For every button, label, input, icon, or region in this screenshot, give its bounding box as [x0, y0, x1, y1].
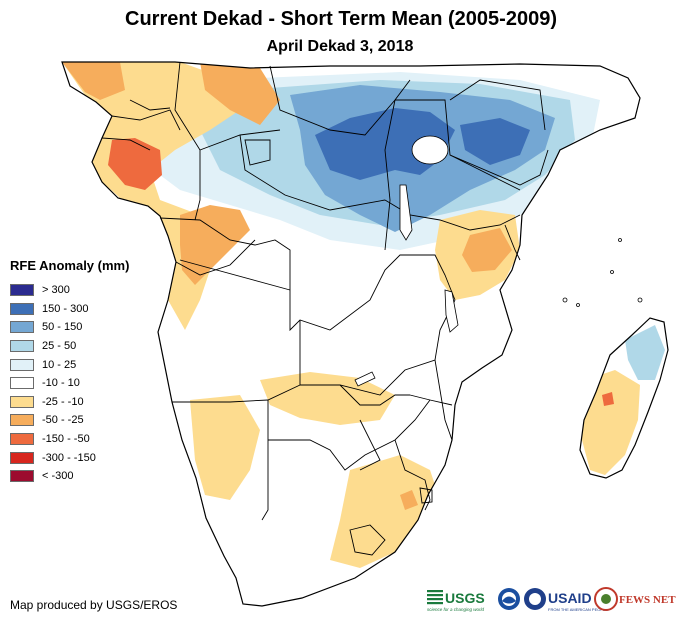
- legend-label: 10 - 25: [42, 358, 77, 371]
- usgs-tagline: science for a changing world: [427, 607, 485, 612]
- legend-swatch: [10, 358, 34, 371]
- legend-swatch: [10, 433, 34, 446]
- anomaly-region-dry-zambia: [260, 372, 395, 425]
- anomaly-region-wet-very-strong-east: [460, 118, 530, 165]
- legend-item: 25 - 50: [10, 337, 129, 356]
- legend-item: 10 - 25: [10, 355, 129, 374]
- islands: [562, 238, 643, 307]
- lake-victoria: [411, 135, 449, 165]
- legend-swatch: [10, 414, 34, 427]
- fewsnet-logo: FEWS NET: [594, 587, 676, 611]
- map-subtitle: April Dekad 3, 2018: [266, 38, 414, 55]
- legend-item: -10 - 10: [10, 374, 129, 393]
- legend-swatch: [10, 451, 34, 464]
- lake-kariba: [354, 371, 376, 387]
- anomaly-region-dry-coast: [108, 138, 162, 190]
- legend-swatch: [10, 284, 34, 297]
- lake-malawi: [444, 289, 459, 333]
- legend-swatch: [10, 302, 34, 315]
- legend: RFE Anomaly (mm) > 300 150 - 300 50 - 15…: [10, 258, 129, 486]
- legend-label: -50 - -25: [42, 414, 84, 427]
- legend-item: 50 - 150: [10, 318, 129, 337]
- legend-item: < -300: [10, 467, 129, 486]
- anomaly-region-dry-lesotho: [400, 490, 418, 510]
- legend-item: 150 - 300: [10, 300, 129, 319]
- usgs-logo-text: USGS: [445, 590, 485, 606]
- legend-swatch: [10, 395, 34, 408]
- legend-label: -150 - -50: [42, 433, 90, 446]
- usaid-logo: USAID FROM THE AMERICAN PEOPLE: [524, 588, 608, 612]
- country-borders: [61, 61, 669, 607]
- legend-item: > 300: [10, 281, 129, 300]
- legend-item: -25 - -10: [10, 393, 129, 412]
- anomaly-region-wet-madagascar: [625, 325, 665, 380]
- anomaly-region-dry-south: [190, 395, 260, 500]
- legend-item: -50 - -25: [10, 411, 129, 430]
- legend-label: 50 - 150: [42, 321, 83, 334]
- noaa-logo: [498, 588, 520, 610]
- anomaly-region-dry-north: [200, 62, 280, 125]
- legend-title: RFE Anomaly (mm): [10, 258, 130, 273]
- anomaly-region-dry-madagascar: [582, 370, 640, 475]
- usgs-logo: USGS science for a changing world: [427, 590, 485, 612]
- legend-label: 25 - 50: [42, 340, 77, 353]
- anomaly-region-dry-madagascar-spot: [602, 392, 614, 406]
- anomaly-region-dry-east-moderate: [462, 228, 512, 272]
- legend-label: > 300: [42, 284, 70, 297]
- usaid-tagline: FROM THE AMERICAN PEOPLE: [548, 607, 608, 612]
- legend-label: -25 - -10: [42, 395, 84, 408]
- legend-swatch: [10, 470, 34, 483]
- legend-label: -10 - 10: [42, 377, 80, 390]
- partner-logos: USGS science for a changing world USAID …: [427, 587, 676, 612]
- map-title: Current Dekad - Short Term Mean (2005-20…: [125, 8, 557, 30]
- legend-item: -300 - -150: [10, 448, 129, 467]
- legend-swatch: [10, 377, 34, 390]
- legend-swatch: [10, 321, 34, 334]
- legend-label: < -300: [42, 470, 74, 483]
- fewsnet-logo-text: FEWS NET: [619, 594, 676, 606]
- usaid-logo-text: USAID: [548, 590, 592, 606]
- legend-swatch: [10, 340, 34, 353]
- legend-label: -300 - -150: [42, 451, 96, 464]
- legend-item: -150 - -50: [10, 430, 129, 449]
- legend-label: 150 - 300: [42, 302, 89, 315]
- credit-text: Map produced by USGS/EROS: [10, 598, 178, 612]
- lakes: [354, 135, 459, 387]
- lake-tanganyika: [399, 184, 413, 241]
- anomaly-region-dry-west-moderate: [62, 62, 125, 100]
